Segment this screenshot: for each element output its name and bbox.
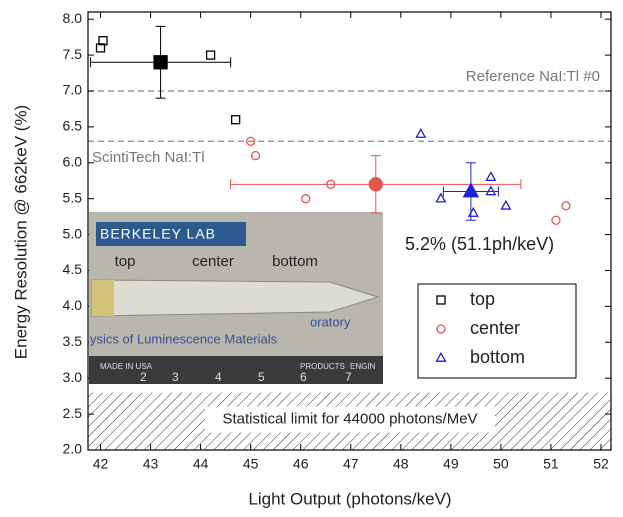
y-tick-label: 6.0 <box>63 153 83 169</box>
y-tick-label: 5.5 <box>63 189 83 205</box>
point <box>415 127 427 138</box>
reference-label: Reference NaI:Tl #0 <box>466 68 600 85</box>
x-tick-label: 51 <box>543 456 559 472</box>
ruler-text: PRODUCTS <box>300 362 345 371</box>
region-label-box <box>205 406 495 433</box>
point <box>95 43 106 53</box>
x-tick-label: 49 <box>443 456 459 472</box>
point <box>246 136 256 146</box>
x-axis-title: Light Output (photons/keV) <box>248 489 451 508</box>
point <box>485 170 497 181</box>
crystal <box>91 279 380 317</box>
ruler-text: 3 <box>172 370 179 384</box>
annotation: 5.2% (51.1ph/keV) <box>405 234 554 254</box>
inset-caption: ysics of Luminescence Materials <box>90 331 278 346</box>
y-axis-title: Energy Resolution @ 662keV (%) <box>11 105 30 359</box>
legend-label: bottom <box>470 347 525 367</box>
ruler-text: 5 <box>258 370 265 384</box>
y-tick-label: 3.0 <box>63 369 83 385</box>
point <box>485 185 497 196</box>
point <box>205 50 216 60</box>
x-tick-label: 46 <box>293 456 309 472</box>
x-tick-label: 43 <box>143 456 159 472</box>
x-tick-label: 48 <box>393 456 409 472</box>
y-tick-label: 2.0 <box>63 441 83 457</box>
x-tick-label: 42 <box>93 456 109 472</box>
point <box>551 215 561 225</box>
inset-brand: BERKELEY LAB <box>100 226 216 242</box>
x-tick-label: 44 <box>193 456 209 472</box>
crystal-end <box>92 280 114 316</box>
ruler-text: MADE IN USA <box>100 362 153 371</box>
ruler-text: 2 <box>140 370 147 384</box>
ruler-text: 4 <box>215 370 222 384</box>
mean-point <box>462 182 480 198</box>
region-label: Statistical limit for 44000 photons/MeV <box>222 411 477 428</box>
point <box>500 199 512 210</box>
ruler <box>89 356 383 384</box>
y-tick-label: 7.5 <box>63 46 83 62</box>
ruler-text: ENGIN <box>350 362 376 371</box>
x-tick-label: 52 <box>593 456 609 472</box>
photo-banner <box>96 222 246 246</box>
point <box>230 115 241 125</box>
point <box>98 36 108 46</box>
inset-label: bottom <box>272 253 318 270</box>
inset-caption: oratory <box>310 314 351 329</box>
point <box>301 194 311 204</box>
y-tick-label: 6.5 <box>63 118 83 134</box>
x-tick-label: 45 <box>243 456 259 472</box>
point <box>467 206 479 217</box>
legend-marker <box>436 324 446 334</box>
inset-label: top <box>115 253 136 270</box>
point <box>251 150 261 161</box>
y-tick-label: 2.5 <box>63 405 83 421</box>
mean-point <box>153 55 168 70</box>
legend-label: center <box>470 318 520 338</box>
reference-label: ScintiTech NaI:Tl <box>92 149 205 166</box>
y-tick-label: 5.0 <box>63 225 83 241</box>
y-tick-label: 4.5 <box>63 261 83 277</box>
inset-photo: BERKELEY LAB top center bottom oratory ysics … <box>89 212 383 384</box>
mean-point <box>368 177 383 192</box>
plot-frame <box>87 11 612 451</box>
ruler-text: 7 <box>345 370 352 384</box>
legend-marker <box>435 351 447 362</box>
x-tick-label: 47 <box>343 456 359 472</box>
legend-marker <box>436 295 446 305</box>
point <box>435 192 447 203</box>
y-tick-label: 8.0 <box>63 10 83 26</box>
inset-label: center <box>192 253 234 270</box>
legend-label: top <box>470 289 495 309</box>
y-tick-label: 3.5 <box>63 333 83 349</box>
y-tick-label: 7.0 <box>63 82 83 98</box>
ruler-text: 6 <box>300 370 307 384</box>
y-tick-label: 4.0 <box>63 297 83 313</box>
x-tick-label: 50 <box>493 456 509 472</box>
point <box>561 201 571 211</box>
